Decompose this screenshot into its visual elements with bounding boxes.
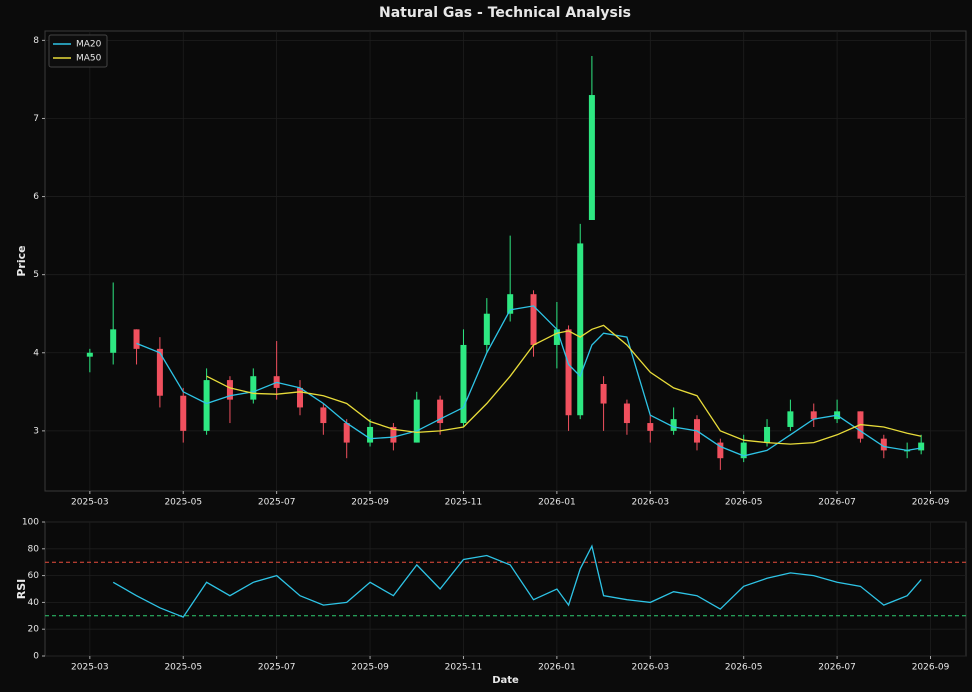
y-axis-label: Price bbox=[15, 245, 28, 276]
x-tick-label: 2026-01 bbox=[538, 498, 576, 508]
candle-body bbox=[507, 294, 514, 314]
candle-body bbox=[647, 423, 654, 431]
candle-body bbox=[600, 384, 607, 404]
x-tick-label: 2026-05 bbox=[725, 498, 763, 508]
y-tick-label: 8 bbox=[33, 36, 39, 46]
candle-body bbox=[203, 380, 210, 431]
x-tick-label: 2025-05 bbox=[164, 498, 202, 508]
x-tick-label: 2025-03 bbox=[71, 663, 109, 673]
y-tick-label: 80 bbox=[28, 544, 40, 554]
candle-body bbox=[553, 329, 560, 345]
y-tick-label: 4 bbox=[33, 348, 39, 358]
y-tick-label: 40 bbox=[28, 598, 40, 608]
y-tick-label: 60 bbox=[28, 571, 40, 581]
candle-body bbox=[437, 399, 444, 424]
legend-box bbox=[48, 34, 108, 68]
x-tick-label: 2026-07 bbox=[818, 663, 856, 673]
candle-body bbox=[180, 395, 187, 431]
candle-body bbox=[460, 344, 467, 424]
legend-label: MA50 bbox=[76, 54, 102, 64]
y-tick-label: 6 bbox=[33, 192, 39, 202]
candle-body bbox=[764, 426, 771, 443]
candle-body bbox=[880, 438, 887, 451]
candle-body bbox=[588, 95, 595, 220]
candle-body bbox=[250, 376, 257, 400]
chart-title: Natural Gas - Technical Analysis bbox=[379, 5, 631, 21]
y-tick-label: 5 bbox=[33, 270, 39, 280]
candle-body bbox=[483, 313, 490, 345]
candle-body bbox=[810, 411, 817, 420]
candle-body bbox=[133, 329, 140, 349]
candle-body bbox=[297, 387, 304, 408]
candle-body bbox=[577, 243, 584, 416]
candle-body bbox=[740, 442, 747, 459]
candle-body bbox=[565, 329, 572, 416]
y-axis-label: RSI bbox=[15, 579, 28, 600]
y-tick-label: 100 bbox=[22, 518, 39, 528]
candle-body bbox=[320, 407, 327, 424]
x-tick-label: 2026-05 bbox=[725, 663, 763, 673]
x-tick-label: 2026-01 bbox=[538, 663, 576, 673]
y-tick-label: 20 bbox=[28, 625, 40, 635]
x-tick-label: 2026-03 bbox=[631, 663, 669, 673]
x-tick-label: 2025-03 bbox=[71, 498, 109, 508]
x-tick-label: 2026-03 bbox=[631, 498, 669, 508]
y-tick-label: 7 bbox=[33, 114, 39, 124]
line bbox=[112, 544, 922, 618]
candle-body bbox=[918, 442, 925, 451]
candle-body bbox=[787, 411, 794, 427]
y-tick-label: 0 bbox=[33, 652, 39, 662]
candle-body bbox=[343, 423, 350, 443]
line bbox=[206, 324, 922, 445]
x-tick-label: 2026-09 bbox=[912, 663, 950, 673]
x-tick-label: 2026-07 bbox=[818, 498, 856, 508]
y-tick-label: 3 bbox=[33, 426, 39, 436]
x-tick-label: 2026-09 bbox=[912, 498, 950, 508]
candle-body bbox=[717, 442, 724, 459]
x-tick-label: 2025-09 bbox=[351, 498, 389, 508]
candle-body bbox=[110, 329, 117, 353]
candle-body bbox=[156, 348, 163, 396]
legend-label: MA20 bbox=[76, 40, 102, 50]
candle-body bbox=[530, 294, 537, 345]
x-tick-label: 2025-05 bbox=[164, 663, 202, 673]
candle-body bbox=[86, 352, 93, 357]
x-tick-label: 2025-11 bbox=[445, 663, 483, 673]
x-axis-label: Date bbox=[492, 675, 519, 686]
candle-body bbox=[413, 399, 420, 443]
x-tick-label: 2025-09 bbox=[351, 663, 389, 673]
x-tick-label: 2025-07 bbox=[258, 663, 296, 673]
legend: MA20 MA50 bbox=[48, 34, 108, 68]
candle-body bbox=[670, 419, 677, 431]
candle-body bbox=[623, 403, 630, 424]
plot-area bbox=[44, 521, 967, 657]
candle-body bbox=[390, 426, 397, 443]
candle-body bbox=[367, 426, 374, 443]
line bbox=[136, 305, 922, 457]
candle-body bbox=[226, 380, 233, 400]
x-tick-label: 2025-11 bbox=[445, 498, 483, 508]
x-tick-label: 2025-07 bbox=[258, 498, 296, 508]
